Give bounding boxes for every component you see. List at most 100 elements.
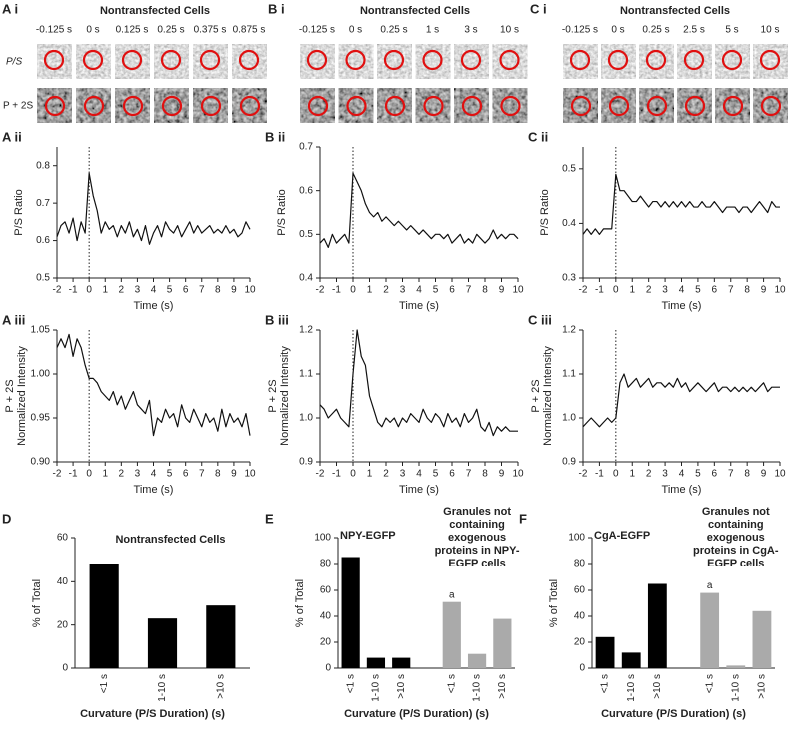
y-tick-label: 80 xyxy=(574,559,586,570)
panel-label: A iii xyxy=(2,312,25,327)
x-tick-label: 10 xyxy=(512,469,524,480)
y-tick-label: 100 xyxy=(314,533,331,544)
x-tick-label: 10 xyxy=(774,469,786,480)
bar xyxy=(147,618,178,668)
image-tile xyxy=(232,44,267,79)
x-tick-label: 9 xyxy=(499,469,505,480)
image-tile xyxy=(377,88,412,123)
data-line xyxy=(319,329,518,437)
x-tick-label: 2 xyxy=(646,469,652,480)
x-tick-label: -1 xyxy=(332,469,341,480)
roi-circle xyxy=(346,95,367,117)
data-line xyxy=(56,333,251,437)
roi-circle xyxy=(721,49,743,71)
frame-time: 3 s xyxy=(464,25,477,36)
x-tick-label: <1 s xyxy=(345,674,356,693)
x-tick-label: 3 xyxy=(662,285,668,296)
image-tile xyxy=(193,88,228,123)
image-tile xyxy=(415,88,451,123)
image-tile xyxy=(37,44,72,79)
x-tick-label: -2 xyxy=(53,285,62,296)
roi-circle xyxy=(683,49,705,71)
panel-label: A i xyxy=(2,1,18,16)
y-axis-label: Normalized Intensity xyxy=(542,346,554,446)
x-axis-label: Time (s) xyxy=(134,300,174,312)
roi-circle xyxy=(122,95,144,117)
panel-label: F xyxy=(519,511,527,526)
roi-circle xyxy=(569,49,591,71)
y-tick-label: 40 xyxy=(57,576,69,587)
roi-circle xyxy=(760,95,782,117)
bar xyxy=(700,592,720,668)
panel-title: Nontransfected Cells xyxy=(360,5,470,17)
bar xyxy=(621,652,641,668)
x-tick-label: 1-10 s xyxy=(626,674,637,702)
image-tile xyxy=(338,44,374,79)
panel-label: C i xyxy=(530,1,547,16)
legend-box: CgA-EGFP xyxy=(594,530,651,542)
y-axis-label: % of Total xyxy=(31,579,43,627)
x-tick-label: 9 xyxy=(761,469,767,480)
y-axis-label: P/S Ratio xyxy=(13,189,25,235)
panel-label: B iii xyxy=(265,312,289,327)
image-tile xyxy=(677,88,712,123)
y-tick-label: 0.3 xyxy=(562,273,576,284)
x-tick-label: 9 xyxy=(231,285,237,296)
frame-time: -0.125 s xyxy=(36,25,72,36)
y-tick-label: 0.4 xyxy=(562,218,576,229)
y-tick-label: 60 xyxy=(320,585,332,596)
roi-circle xyxy=(499,49,520,71)
image-tile xyxy=(715,44,750,79)
x-tick-label: 1 xyxy=(102,469,108,480)
bar xyxy=(341,557,360,668)
x-tick-label: 0 xyxy=(350,469,356,480)
frame-time: 0.875 s xyxy=(233,25,266,36)
x-tick-label: 7 xyxy=(728,285,734,296)
y-tick-label: 1.0 xyxy=(562,413,576,424)
y-tick-label: 0.4 xyxy=(299,273,313,284)
x-tick-label: <1 s xyxy=(600,674,611,693)
x-tick-label: 9 xyxy=(499,285,505,296)
image-tile xyxy=(338,88,374,123)
roi-circle xyxy=(200,95,222,117)
roi-circle xyxy=(82,49,104,71)
y-tick-label: 0.7 xyxy=(36,198,50,209)
image-tile xyxy=(76,88,111,123)
image-tile xyxy=(492,88,528,123)
y-tick-label: 40 xyxy=(574,611,586,622)
roi-circle xyxy=(160,49,182,71)
bar-annotation: a xyxy=(707,580,713,591)
bar xyxy=(442,601,461,668)
x-tick-label: 6 xyxy=(183,285,189,296)
x-tick-label: 6 xyxy=(183,469,189,480)
x-tick-label: -1 xyxy=(69,285,78,296)
legend-entry: CgA-EGFP xyxy=(594,530,651,542)
roi-circle xyxy=(759,49,781,71)
frame-time: -0.125 s xyxy=(562,25,598,36)
y-tick-label: 1.2 xyxy=(562,325,576,336)
y-tick-label: 1.2 xyxy=(299,325,313,336)
image-tile xyxy=(639,44,674,79)
x-tick-label: 0 xyxy=(86,469,92,480)
x-tick-label: 7 xyxy=(466,285,472,296)
data-line xyxy=(582,173,780,235)
image-tile xyxy=(37,88,72,123)
legend-entry: NPY-EGFP xyxy=(340,530,396,542)
bar xyxy=(595,636,615,668)
x-tick-label: 5 xyxy=(433,469,439,480)
x-tick-label: 0 xyxy=(613,285,619,296)
x-tick-label: 5 xyxy=(167,285,173,296)
x-tick-label: 5 xyxy=(695,285,701,296)
y-tick-label: 0.6 xyxy=(299,185,313,196)
x-tick-label: 6 xyxy=(449,469,455,480)
image-tile xyxy=(753,88,788,123)
image-tile xyxy=(492,44,528,79)
x-axis-label: Time (s) xyxy=(134,484,174,496)
image-tile xyxy=(415,44,451,79)
roi-circle xyxy=(43,49,65,71)
image-tile xyxy=(563,44,598,79)
x-tick-label: 2 xyxy=(383,469,389,480)
x-tick-label: -1 xyxy=(595,285,604,296)
x-tick-label: 1 xyxy=(102,285,108,296)
y-tick-label: 0.5 xyxy=(562,163,576,174)
